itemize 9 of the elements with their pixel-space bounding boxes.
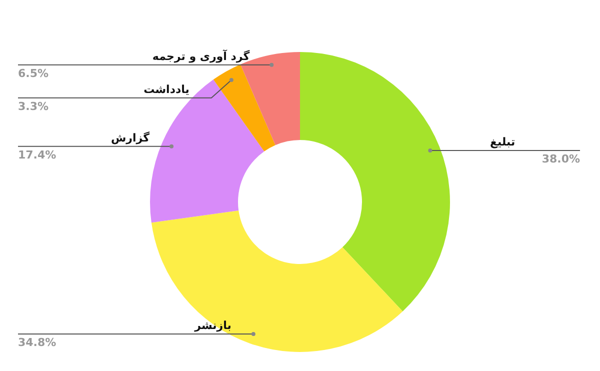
slice-label: یادداشت	[144, 82, 190, 96]
slice-label: گرد آوری و ترجمه	[152, 48, 250, 63]
data-label: 38.0%	[542, 152, 580, 166]
slice-label: تبلیغ	[490, 135, 516, 148]
data-label: 3.3%	[18, 100, 49, 113]
data-label: 6.5%	[18, 66, 49, 80]
data-label: 34.8%	[18, 336, 56, 350]
data-label: 17.4%	[18, 148, 56, 162]
slice-label: گزارش	[110, 131, 150, 144]
